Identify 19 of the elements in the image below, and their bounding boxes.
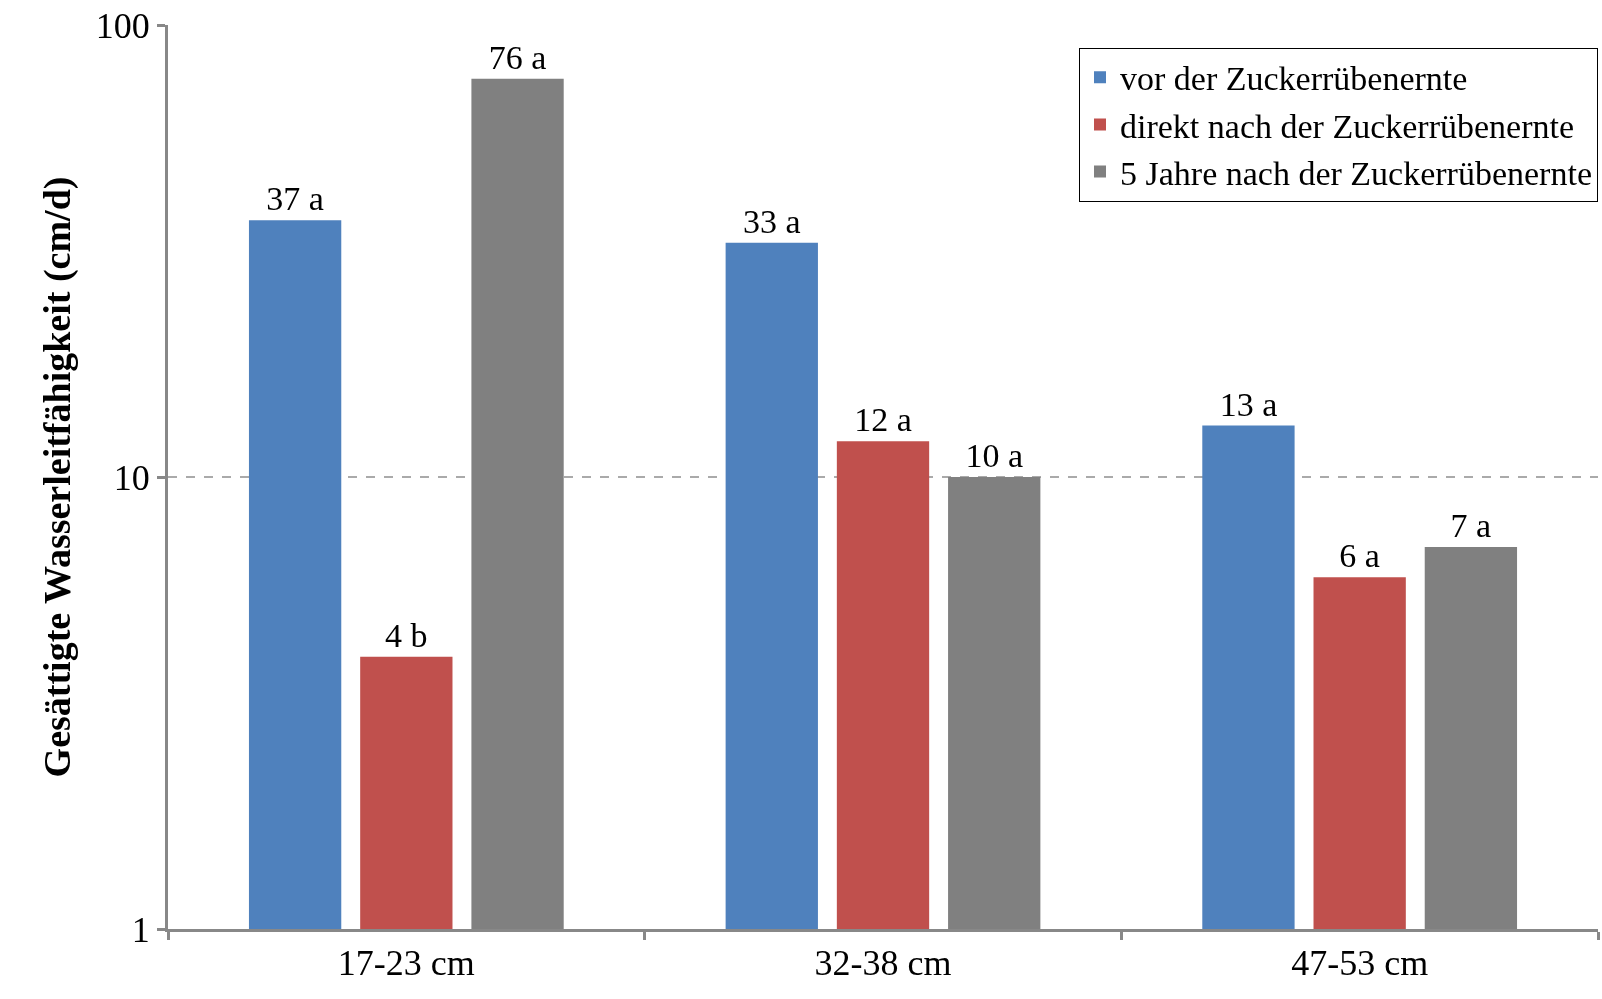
data-label: 7 a (1450, 507, 1492, 545)
data-label: 13 a (1219, 385, 1278, 423)
x-tick-label: 17-23 cm (337, 943, 475, 984)
x-tick-label: 32-38 cm (814, 943, 952, 984)
x-tick-label: 47-53 cm (1291, 943, 1429, 984)
data-label: 33 a (742, 202, 801, 240)
data-label: 76 a (488, 38, 547, 76)
y-tick-label: 100 (95, 5, 150, 46)
data-label: 37 a (266, 180, 324, 218)
data-label: 4 b (385, 616, 428, 654)
legend-label: direkt nach der Zuckerrübenernte (1120, 107, 1575, 145)
y-axis-title: Gesättigte Wasserleitfähigkeit (cm/d) (36, 176, 79, 778)
data-label: 12 a (854, 401, 912, 439)
legend-label: 5 Jahre nach der Zuckerrübenernte (1120, 154, 1592, 192)
data-label: 6 a (1339, 537, 1380, 575)
y-tick-label: 1 (131, 909, 150, 950)
y-tick-label: 10 (113, 457, 150, 498)
data-label: 10 a (965, 437, 1024, 474)
legend-label: vor der Zuckerrübenernte (1120, 60, 1468, 98)
